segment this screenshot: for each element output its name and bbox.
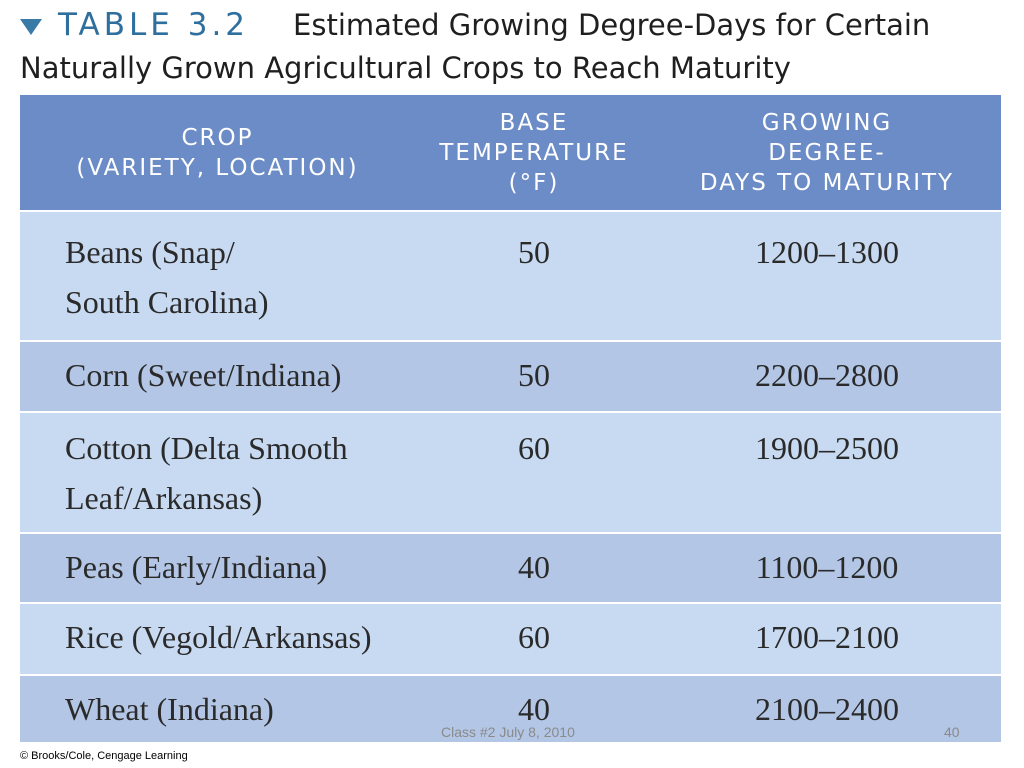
- header-gdd-line: DEGREE-: [768, 139, 886, 166]
- header-crop-line: CROP: [181, 124, 254, 151]
- header-base-line: TEMPERATURE: [439, 139, 629, 166]
- crop-text: South Carolina): [65, 284, 269, 320]
- table-row: Corn (Sweet/Indiana) 50 2200–2800: [20, 342, 1001, 413]
- gdd-cell: 1100–1200: [755, 549, 899, 585]
- table-row: Rice (Vegold/Arkansas) 60 1700–2100: [20, 604, 1001, 676]
- table-number-label: TABLE 3.2: [58, 7, 250, 43]
- header-base-line: BASE: [499, 109, 569, 136]
- crop-text: Corn (Sweet/Indiana): [65, 357, 342, 393]
- slide-title: TABLE 3.2 Estimated Growing Degree-Days …: [20, 2, 1010, 88]
- table-row: Peas (Early/Indiana) 40 1100–1200: [20, 534, 1001, 604]
- base-temp-cell: 60: [518, 430, 550, 466]
- header-growing-degree-days: GROWING DEGREE- DAYS TO MATURITY: [653, 95, 1001, 210]
- crop-text: Wheat (Indiana): [65, 691, 274, 727]
- base-temp-cell: 50: [518, 234, 550, 270]
- table-row: Cotton (Delta Smooth Leaf/Arkansas) 60 1…: [20, 413, 1001, 534]
- title-line-1: TABLE 3.2 Estimated Growing Degree-Days …: [20, 2, 1010, 48]
- footer-date: Class #2 July 8, 2010: [441, 724, 575, 740]
- header-crop: CROP (VARIETY, LOCATION): [20, 95, 415, 210]
- table-caption-line-1: Estimated Growing Degree-Days for Certai…: [293, 8, 931, 42]
- gdd-cell: 1200–1300: [755, 234, 899, 270]
- crop-cell: Peas (Early/Indiana): [20, 534, 415, 602]
- page-number: 40: [944, 724, 960, 740]
- base-temp-cell: 40: [518, 549, 550, 585]
- crop-cell: Rice (Vegold/Arkansas): [20, 604, 415, 674]
- crop-text: Rice (Vegold/Arkansas): [65, 619, 372, 655]
- gdd-cell: 2200–2800: [755, 357, 899, 393]
- base-temp-cell: 50: [518, 357, 550, 393]
- triangle-down-icon: [20, 19, 42, 35]
- crop-cell: Corn (Sweet/Indiana): [20, 342, 415, 411]
- gdd-cell: 1900–2500: [755, 430, 899, 466]
- table-caption-line-2: Naturally Grown Agricultural Crops to Re…: [20, 51, 791, 85]
- copyright-notice: © Brooks/Cole, Cengage Learning: [20, 750, 188, 762]
- table-header: CROP (VARIETY, LOCATION) BASE TEMPERATUR…: [20, 95, 1001, 212]
- header-base-temperature: BASE TEMPERATURE (°F): [415, 95, 653, 210]
- header-base-line: (°F): [508, 169, 560, 196]
- crop-text: Beans (Snap/: [65, 234, 235, 270]
- crop-cell: Cotton (Delta Smooth Leaf/Arkansas): [20, 413, 415, 532]
- gdd-cell: 2100–2400: [755, 691, 899, 727]
- header-crop-line: (VARIETY, LOCATION): [76, 154, 359, 181]
- gdd-cell: 1700–2100: [755, 619, 899, 655]
- crop-cell: Beans (Snap/ South Carolina): [20, 212, 415, 340]
- table-row: Beans (Snap/ South Carolina) 50 1200–130…: [20, 212, 1001, 342]
- base-temp-cell: 40: [518, 691, 550, 727]
- crop-text: Leaf/Arkansas): [65, 480, 263, 516]
- base-temp-cell: 60: [518, 619, 550, 655]
- crop-text: Peas (Early/Indiana): [65, 549, 328, 585]
- crop-cell: Wheat (Indiana): [20, 676, 415, 742]
- crop-text: Cotton (Delta Smooth: [65, 430, 348, 466]
- header-gdd-line: GROWING: [761, 109, 893, 136]
- growing-degree-days-table: CROP (VARIETY, LOCATION) BASE TEMPERATUR…: [20, 95, 1001, 742]
- table-row: Wheat (Indiana) 40 2100–2400: [20, 676, 1001, 742]
- header-gdd-line: DAYS TO MATURITY: [699, 169, 955, 196]
